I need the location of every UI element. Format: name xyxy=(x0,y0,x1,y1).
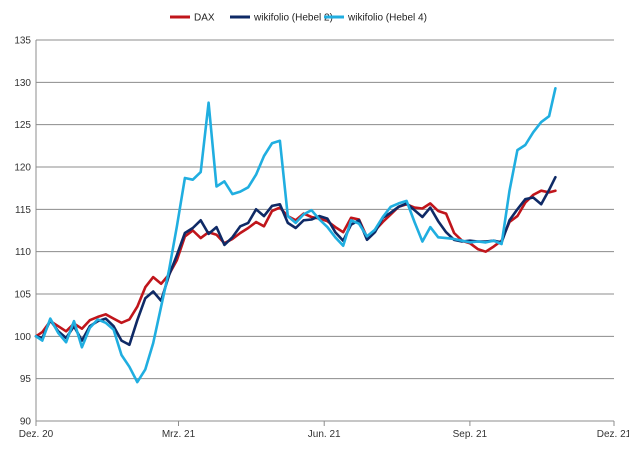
series-line-3 xyxy=(34,87,557,384)
axes xyxy=(35,40,615,426)
y-tick-label: 90 xyxy=(20,417,32,428)
y-tick-label: 100 xyxy=(14,332,31,343)
legend-label-2: wikifolio (Hebel 2) xyxy=(253,13,333,24)
x-tick-label: Dez. 20 xyxy=(19,429,54,440)
y-tick-label: 110 xyxy=(15,247,31,258)
gridlines xyxy=(36,39,614,380)
y-tick-label: 105 xyxy=(14,290,31,301)
y-tick-label: 135 xyxy=(14,36,31,47)
series-line-1 xyxy=(34,189,557,338)
y-tick-label: 125 xyxy=(14,120,31,131)
series-line-2 xyxy=(34,175,557,347)
y-tick-label: 130 xyxy=(14,78,31,89)
series-lines xyxy=(34,87,557,384)
legend-label-3: wikifolio (Hebel 4) xyxy=(347,13,427,24)
x-tick-label: Jun. 21 xyxy=(308,429,341,440)
y-tick-label: 95 xyxy=(20,374,32,385)
y-tick-label: 115 xyxy=(15,205,31,216)
x-tick-label: Mrz. 21 xyxy=(162,429,196,440)
legend: DAX wikifolio (Hebel 2) wikifolio (Hebel 4… xyxy=(170,13,427,24)
y-tick-label: 120 xyxy=(14,163,31,174)
y-tick-labels: 90 95 100 105 110 115 120 125 130 135 xyxy=(14,36,31,428)
x-tick-labels: Dez. 20 Mrz. 21 Jun. 21 Sep. 21 Dez. 21 xyxy=(19,429,629,440)
x-tick-label: Sep. 21 xyxy=(453,429,488,440)
legend-label-1: DAX xyxy=(194,13,215,24)
x-tick-label: Dez. 21 xyxy=(597,429,629,440)
